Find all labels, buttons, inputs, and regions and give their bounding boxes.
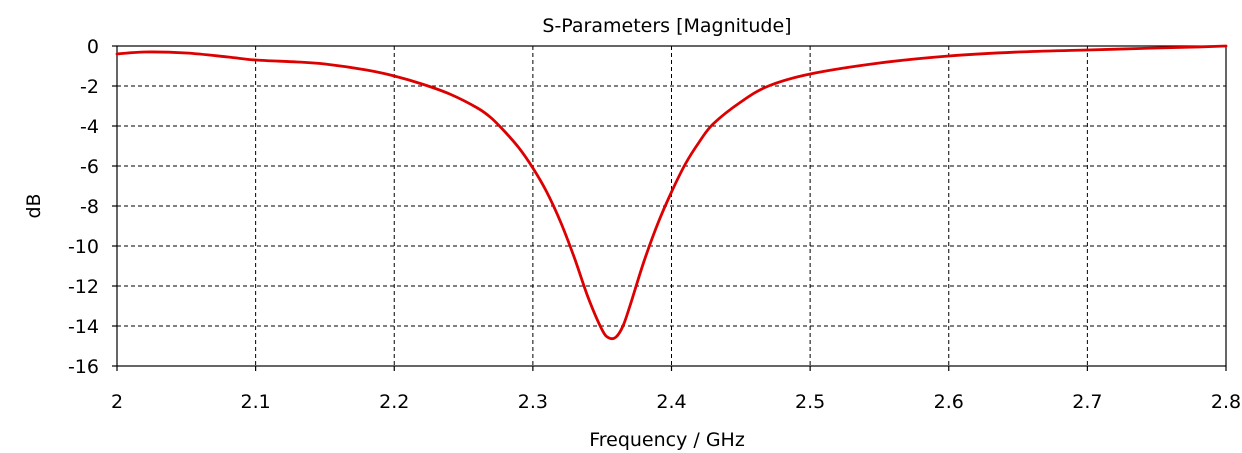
x-tick-label: 2.8 [1211,391,1241,413]
x-tick-label: 2.5 [795,391,825,413]
chart-title: S-Parameters [Magnitude] [542,15,791,37]
y-tick-label: -10 [68,236,99,258]
x-tick-label: 2.3 [518,391,548,413]
series-line-0 [115,44,1228,341]
y-tick-label: -6 [80,156,99,178]
tick-layer: 2 2.1 2.2 2.3 2.4 2.5 2.6 2.7 2.8 0 -2 -4 -6 -8 -10 -12… [68,36,1241,413]
grid-layer [117,46,1226,366]
x-tick-label: 2.1 [241,391,271,413]
y-tick-label: -8 [80,196,99,218]
x-axis-label: Frequency / GHz [589,429,745,451]
y-tick-label: -2 [80,76,99,98]
y-tick-label: -12 [68,276,99,298]
x-tick-label: 2 [111,391,123,413]
y-tick-label: -4 [80,116,99,138]
x-tick-label: 2.6 [934,391,964,413]
series-layer [115,44,1228,341]
x-tick-label: 2.7 [1072,391,1102,413]
y-axis-label: dB [23,193,45,218]
x-tick-label: 2.2 [379,391,409,413]
y-tick-label: -14 [68,316,99,338]
y-tick-label: -16 [68,356,99,378]
y-tick-label: 0 [87,36,99,58]
x-tick-label: 2.4 [656,391,686,413]
